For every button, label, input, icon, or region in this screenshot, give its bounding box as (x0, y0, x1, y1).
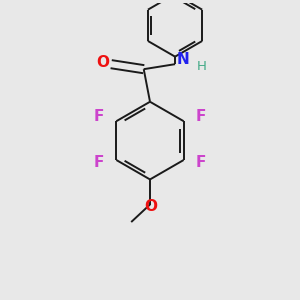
Text: O: O (144, 199, 157, 214)
Text: F: F (94, 155, 104, 170)
Text: N: N (177, 52, 190, 67)
Text: F: F (196, 155, 206, 170)
Text: O: O (97, 55, 110, 70)
Text: F: F (196, 109, 206, 124)
Text: H: H (196, 60, 206, 73)
Text: F: F (94, 109, 104, 124)
